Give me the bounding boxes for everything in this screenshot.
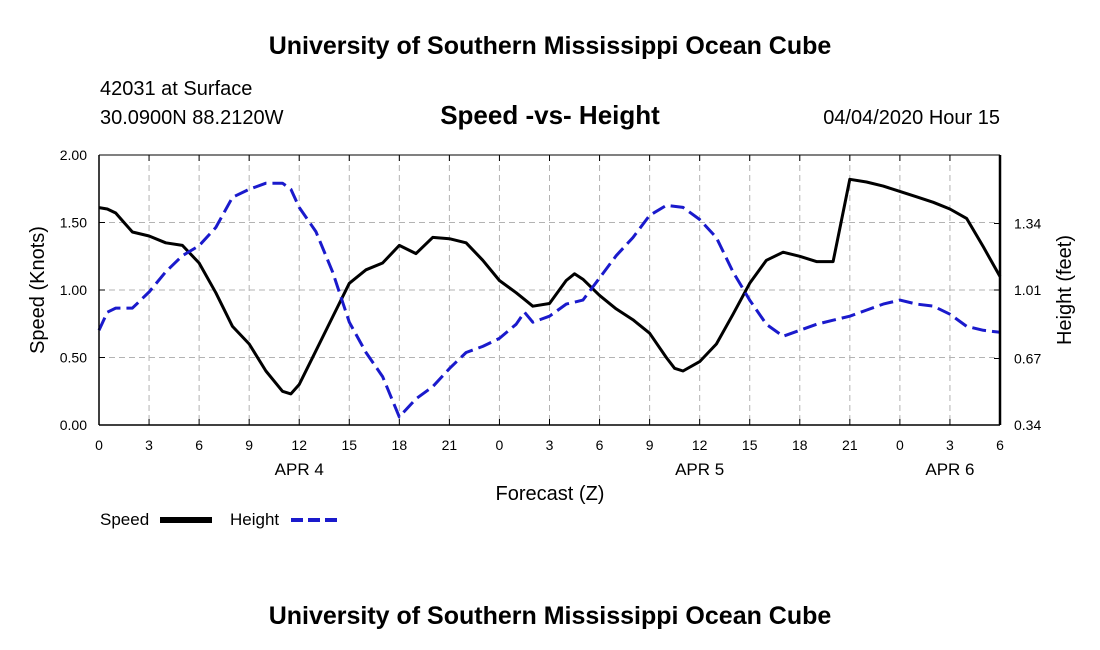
x-tick-label: 0 [896, 437, 904, 453]
x-tick-label: 3 [546, 437, 554, 453]
y-tick-label-left: 1.50 [60, 215, 87, 231]
date-label: APR 6 [925, 460, 974, 479]
x-tick-label: 21 [842, 437, 858, 453]
date-label: APR 4 [275, 460, 324, 479]
series-layer [97, 177, 1002, 419]
x-tick-label: 15 [341, 437, 357, 453]
x-tick-label: 6 [596, 437, 604, 453]
y-tick-label-left: 0.00 [60, 417, 87, 433]
x-tick-label: 0 [496, 437, 504, 453]
x-axis-label: Forecast (Z) [496, 483, 605, 505]
x-tick-label: 3 [946, 437, 954, 453]
y-tick-label-right: 1.01 [1014, 282, 1041, 298]
x-tick-label: 18 [792, 437, 808, 453]
x-tick-label: 0 [95, 437, 103, 453]
legend-speed-label: Speed [100, 510, 149, 529]
y-tick-label-left: 1.00 [60, 282, 87, 298]
x-tick-label: 12 [291, 437, 307, 453]
axis-ticks: 0 3 6 9 12 15 18 21 0 3 6 9 12 15 18 21 0 3 6 0.00 0.50 1.00 1… [60, 147, 1042, 479]
y-axis-label-left: Speed (Knots) [27, 226, 49, 354]
speed-series-line [98, 177, 1002, 396]
chart-title: Speed -vs- Height [440, 100, 660, 130]
y-tick-label-left: 2.00 [60, 147, 87, 163]
footer-title: University of Southern Mississippi Ocean… [269, 602, 832, 630]
grid-lines [99, 154, 1000, 425]
timestamp-label: 04/04/2020 Hour 15 [823, 107, 1000, 129]
x-tick-label: 6 [195, 437, 203, 453]
y-tick-label-left: 0.50 [60, 350, 87, 366]
y-tick-label-right: 0.34 [1014, 417, 1041, 433]
x-tick-label: 21 [442, 437, 458, 453]
x-tick-label: 9 [646, 437, 654, 453]
height-series-line [97, 181, 1001, 419]
legend-height-label: Height [230, 510, 279, 529]
legend: Speed Height [100, 510, 342, 529]
x-tick-label: 9 [245, 437, 253, 453]
x-tick-label: 18 [392, 437, 408, 453]
x-tick-label: 15 [742, 437, 758, 453]
station-label: 42031 at Surface [100, 78, 252, 100]
station-coords: 30.0900N 88.2120W [100, 107, 284, 129]
y-tick-label-right: 1.34 [1014, 216, 1041, 232]
x-tick-label: 3 [145, 437, 153, 453]
x-tick-label: 6 [996, 437, 1004, 453]
y-axis-label-right: Height (feet) [1054, 235, 1076, 345]
y-tick-label-right: 0.67 [1014, 351, 1041, 367]
x-tick-label: 12 [692, 437, 708, 453]
page-title: University of Southern Mississippi Ocean… [269, 32, 832, 60]
date-label: APR 5 [675, 460, 724, 479]
